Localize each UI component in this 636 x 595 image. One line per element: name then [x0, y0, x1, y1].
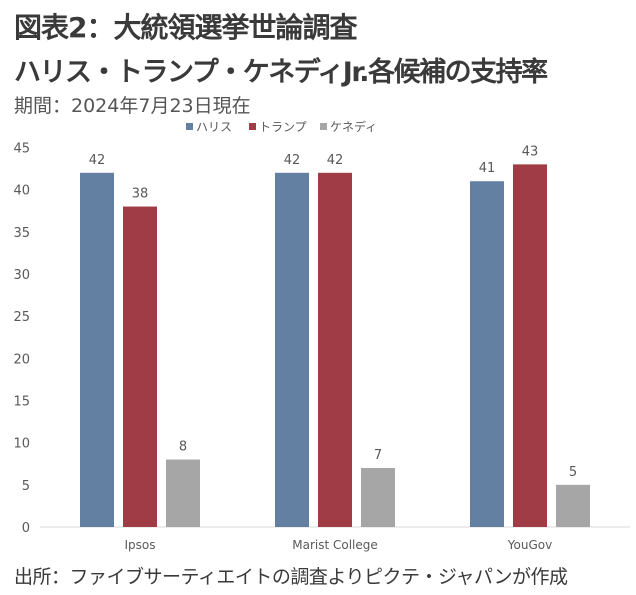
y-tick-label: 45 [13, 142, 30, 157]
data-label: 42 [327, 153, 344, 168]
source-note: 出所：ファイブサーティエイトの調査よりピクテ・ジャパンが作成 [14, 566, 568, 588]
data-label: 8 [179, 440, 187, 455]
y-tick-label: 40 [13, 184, 30, 199]
legend-swatch [249, 123, 256, 130]
bars [80, 164, 590, 528]
bar-trump [123, 206, 157, 528]
x-axis: Ipsos Marist College YouGov [124, 538, 552, 552]
x-tick-label: Marist College [292, 538, 378, 552]
legend-swatch [320, 123, 327, 130]
bar-kennedy [166, 459, 200, 527]
y-tick-label: 35 [13, 226, 30, 241]
y-tick-label: 5 [22, 479, 30, 494]
x-tick-label: Ipsos [124, 538, 155, 552]
legend-label: ケネディ [330, 119, 377, 134]
y-tick-label: 25 [13, 310, 30, 325]
data-label: 41 [479, 161, 496, 176]
survey-period: 期間：2024年7月23日現在 [14, 95, 251, 117]
bar-harris [275, 172, 309, 528]
data-label: 38 [132, 187, 149, 202]
data-label: 42 [89, 153, 106, 168]
data-label: 43 [522, 144, 539, 159]
y-tick-label: 30 [13, 268, 30, 283]
legend-swatch [186, 123, 193, 130]
chart-subtitle: ハリス・トランプ・ケネディJr.各候補の支持率 [14, 57, 548, 88]
bar-kennedy [361, 467, 395, 527]
legend: ハリス トランプ ケネディ [186, 119, 377, 134]
y-tick-label: 0 [22, 521, 30, 536]
bar-trump [513, 164, 547, 527]
bar-harris [470, 181, 504, 527]
y-tick-label: 15 [13, 395, 30, 410]
y-tick-label: 10 [13, 437, 30, 452]
data-label: 5 [569, 465, 577, 480]
legend-label: ハリス [196, 120, 232, 134]
x-tick-label: YouGov [507, 538, 552, 552]
y-axis: 0 5 10 15 20 25 30 35 40 45 [13, 142, 30, 537]
data-label: 42 [284, 153, 301, 168]
y-tick-label: 20 [13, 352, 30, 367]
data-label: 7 [374, 448, 382, 463]
data-labels: 42 38 8 42 42 7 41 43 5 [89, 144, 577, 479]
bar-trump [318, 172, 352, 528]
chart-title: 図表2：大統領選挙世論調査 [14, 11, 357, 44]
bar-kennedy [556, 484, 590, 527]
bar-harris [80, 172, 114, 528]
legend-label: トランプ [259, 120, 307, 134]
